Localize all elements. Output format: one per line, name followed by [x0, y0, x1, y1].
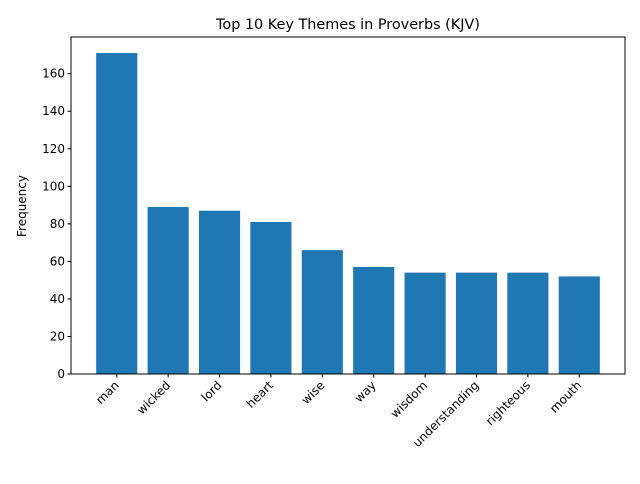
- bar-way: [353, 267, 395, 374]
- x-tick-label: lord: [198, 378, 224, 404]
- bar-mouth: [558, 276, 600, 374]
- y-tick-label: 160: [42, 67, 65, 81]
- bar-heart: [250, 221, 292, 374]
- y-tick-label: 100: [42, 179, 65, 193]
- y-tick-label: 0: [57, 367, 65, 381]
- y-axis-label: Frequency: [15, 175, 29, 237]
- chart-title: Top 10 Key Themes in Proverbs (KJV): [215, 17, 480, 33]
- y-tick-label: 40: [50, 292, 65, 306]
- x-tick-label: wisdom: [388, 378, 430, 420]
- y-tick-label: 20: [50, 329, 65, 343]
- bar-lord: [198, 210, 241, 374]
- x-tick-label: mouth: [547, 378, 584, 415]
- x-tick-label: heart: [244, 378, 277, 411]
- x-tick-label: man: [93, 378, 122, 407]
- x-tick-label: wicked: [134, 378, 173, 417]
- x-tick-label: wise: [299, 378, 328, 407]
- x-tick-label: righteous: [483, 378, 533, 428]
- bar-wicked: [147, 206, 189, 374]
- y-tick-label: 60: [50, 254, 65, 268]
- bar-understanding: [455, 272, 498, 374]
- x-tick-label: way: [352, 378, 379, 405]
- bar-righteous: [507, 272, 549, 374]
- bar-wise: [301, 250, 343, 374]
- y-tick-label: 120: [42, 142, 65, 156]
- bar-wisdom: [404, 272, 446, 374]
- y-tick-label: 80: [50, 217, 65, 231]
- y-tick-label: 140: [42, 104, 65, 118]
- plot-frame: [70, 36, 626, 375]
- bar-man: [96, 53, 138, 375]
